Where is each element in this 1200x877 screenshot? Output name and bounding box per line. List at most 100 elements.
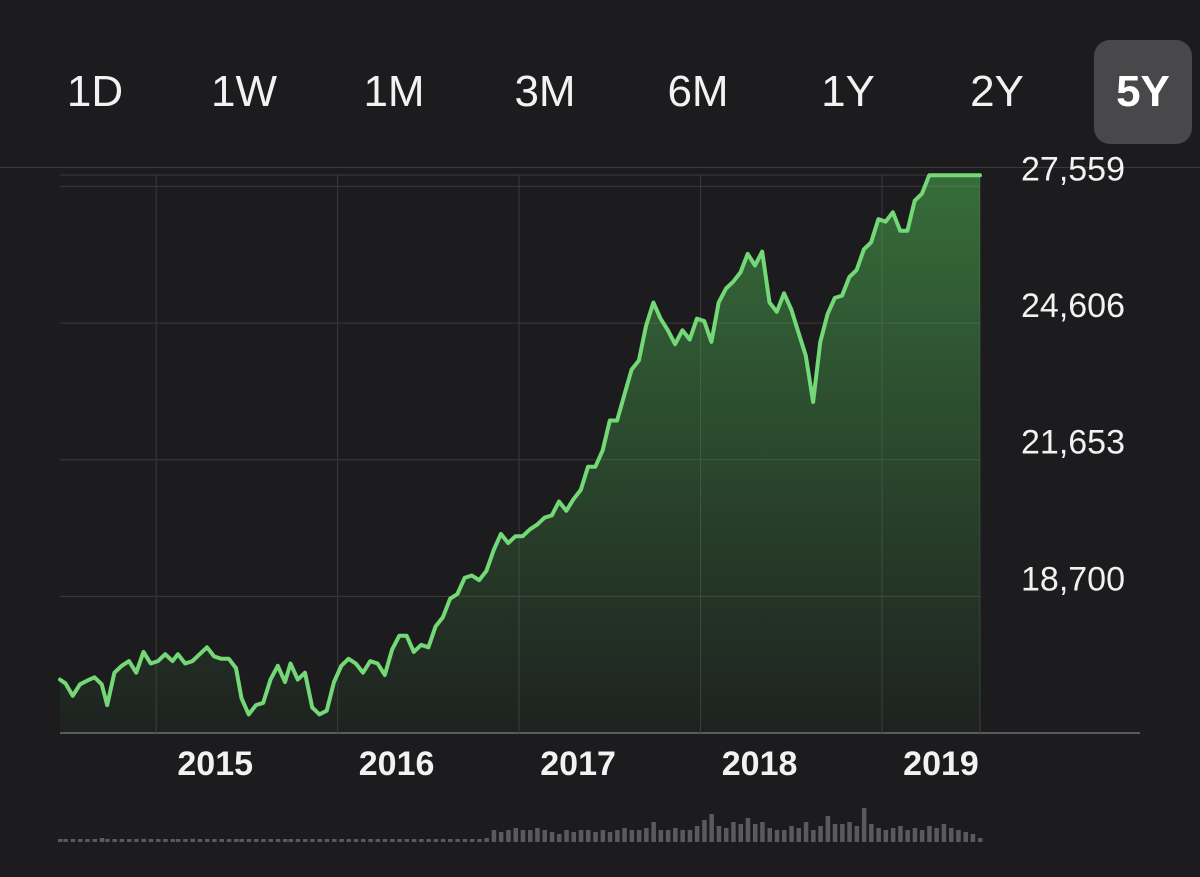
volume-bar <box>310 839 315 842</box>
volume-bar <box>170 839 175 842</box>
volume-bar <box>426 839 431 842</box>
y-tick-label: 18,700 <box>1021 560 1125 598</box>
tab-5y[interactable]: 5Y <box>1094 40 1192 144</box>
volume-bar <box>622 828 627 842</box>
volume-bar <box>927 826 932 842</box>
volume-bar <box>433 839 439 842</box>
volume-bar <box>183 839 188 842</box>
volume-bar <box>477 839 482 842</box>
volume-bar <box>324 839 330 842</box>
volume-bar <box>586 830 591 842</box>
volume-bar <box>268 839 273 842</box>
volume-bar <box>212 839 217 842</box>
area-layer <box>58 173 982 734</box>
range-tabs: 1D 1W 1M 3M 6M 1Y 2Y 5Y <box>0 0 1200 168</box>
volume-bar <box>854 826 860 842</box>
volume-bar <box>571 832 576 842</box>
volume-bar <box>731 822 736 842</box>
volume-bar <box>847 822 852 842</box>
volume-bar <box>600 830 606 842</box>
volume-bar <box>513 828 518 842</box>
x-tick-label: 2017 <box>540 745 616 783</box>
volume-bar <box>716 826 722 842</box>
volume-bar <box>127 839 132 842</box>
volume-bar <box>651 822 656 842</box>
tab-6m[interactable]: 6M <box>667 67 729 116</box>
tab-3m[interactable]: 3M <box>514 67 576 116</box>
volume-bar <box>141 838 146 842</box>
volume-bar <box>219 839 224 842</box>
volume-bar <box>295 839 301 842</box>
volume-bar <box>636 830 642 842</box>
volume-bar <box>419 839 424 842</box>
tab-1w[interactable]: 1W <box>211 67 277 116</box>
volume-bar <box>593 832 598 842</box>
volume-bar <box>92 839 97 842</box>
x-tick-label: 2015 <box>177 745 253 783</box>
volume-bar <box>339 839 344 842</box>
volume-bar <box>840 824 845 842</box>
volume-bar <box>148 839 154 842</box>
volume-bars <box>58 808 983 842</box>
x-tick-label: 2019 <box>903 745 979 783</box>
volume-bar <box>283 839 288 842</box>
volume-bar <box>440 839 446 842</box>
volume-bar <box>275 839 281 842</box>
volume-bar <box>411 839 417 842</box>
tab-1d[interactable]: 1D <box>66 67 124 116</box>
volume-bar <box>978 838 983 842</box>
volume-bar <box>390 839 395 842</box>
volume-bar <box>607 832 613 842</box>
volume-bar <box>205 839 210 842</box>
tab-2y[interactable]: 2Y <box>970 67 1024 116</box>
volume-bar <box>869 824 874 842</box>
volume-bar <box>941 824 947 842</box>
tab-1m[interactable]: 1M <box>363 67 425 116</box>
volume-bar <box>557 834 562 842</box>
volume-bar <box>745 818 751 842</box>
volume-bar <box>861 808 867 842</box>
volume-bar <box>782 830 787 842</box>
volume-bar <box>190 838 195 842</box>
volume-bar <box>535 828 540 842</box>
volume-bar <box>498 832 504 842</box>
volume-bar <box>738 824 743 842</box>
volume-bar <box>528 830 533 842</box>
volume-bar <box>789 826 794 842</box>
volume-bar <box>506 830 511 842</box>
volume-bar <box>905 830 910 842</box>
x-axis: 2015 2016 2017 2018 2019 <box>177 745 978 783</box>
x-tick-label: 2016 <box>359 745 435 783</box>
volume-bar <box>767 828 772 842</box>
volume-bar <box>774 830 780 842</box>
volume-bar <box>549 832 555 842</box>
tabs-divider <box>0 167 1200 168</box>
volume-bar <box>254 839 259 842</box>
volume-bar <box>890 828 896 842</box>
volume-bar <box>883 830 889 842</box>
volume-bar <box>234 839 239 842</box>
volume-bar <box>796 828 801 842</box>
volume-bar <box>85 839 90 842</box>
y-tick-label: 21,653 <box>1021 424 1125 462</box>
volume-bar <box>970 834 976 842</box>
volume-bar <box>353 839 359 842</box>
volume-bar <box>368 839 373 842</box>
tab-1y[interactable]: 1Y <box>821 67 875 116</box>
volume-bar <box>680 830 685 842</box>
volume-bar <box>99 838 105 842</box>
volume-bar <box>397 839 402 842</box>
volume-bar <box>332 839 337 842</box>
volume-bar <box>119 839 125 842</box>
area-fill <box>60 175 980 734</box>
volume-bar <box>760 822 765 842</box>
volume-bar <box>687 830 693 842</box>
y-axis: 27,559 24,606 21,653 18,700 <box>1021 150 1125 598</box>
volume-bar <box>644 828 649 842</box>
volume-bar <box>361 839 366 842</box>
volume-bar <box>197 839 203 842</box>
volume-bar <box>832 824 838 842</box>
volume-bar <box>156 839 161 842</box>
volume-bar <box>876 828 881 842</box>
